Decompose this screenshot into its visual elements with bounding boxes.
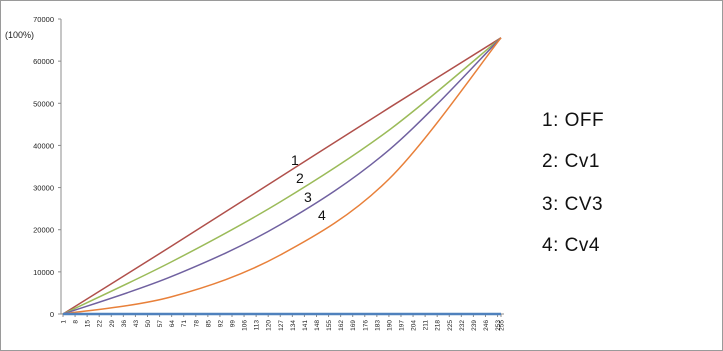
x-tick-label: 141: [302, 320, 309, 331]
curve-label-3: 3: [304, 189, 312, 205]
x-tick-label: 106: [242, 320, 249, 331]
y-tick-label: 50000: [33, 99, 54, 108]
series-line-4: [62, 37, 502, 315]
x-tick-label: 85: [205, 320, 212, 328]
y-tick-label: 10000: [33, 268, 54, 277]
x-tick-label: 162: [338, 320, 345, 331]
x-tick-label: 120: [266, 320, 273, 331]
y-tick-label: 30000: [33, 184, 54, 193]
legend-entry-cv4: 4: Cv4: [542, 235, 600, 256]
series-layer: [62, 37, 502, 316]
x-tick-label: 64: [169, 320, 176, 328]
x-tick-label: 253: [495, 320, 502, 331]
y-tick-label: 40000: [33, 141, 54, 150]
legend-entry-cv3: 3: CV3: [542, 194, 604, 215]
x-tick-label: 232: [459, 320, 466, 331]
x-tick-label: 255: [499, 320, 506, 331]
y-tick-label: 70000: [33, 15, 54, 24]
y-axis-ticks: 0 10000 20000 30000 40000 50000 60000 70000: [33, 15, 61, 319]
x-tick-label: 43: [133, 320, 140, 328]
x-tick-label: 190: [386, 320, 393, 331]
x-tick-label: 183: [374, 320, 381, 331]
curve-label-2: 2: [296, 170, 304, 186]
x-tick-label: 29: [109, 320, 116, 328]
x-tick-label: 127: [278, 320, 285, 331]
x-tick-label: 204: [411, 320, 418, 331]
x-tick-label: 92: [217, 320, 224, 328]
x-tick-label: 225: [447, 320, 454, 331]
x-tick-label: 15: [85, 320, 92, 328]
x-tick-label: 1: [61, 320, 68, 324]
x-tick-label: 57: [157, 320, 164, 328]
x-tick-label: 99: [229, 320, 236, 328]
x-tick-label: 197: [398, 320, 405, 331]
x-tick-label: 155: [326, 320, 333, 331]
x-tick-label: 134: [290, 320, 297, 331]
curve-label-1: 1: [291, 152, 299, 168]
x-tick-label: 211: [423, 320, 430, 331]
curve-label-4: 4: [318, 207, 326, 223]
series-line-2: [62, 37, 502, 315]
x-tick-label: 113: [254, 320, 261, 331]
y-tick-label: 20000: [33, 226, 54, 235]
legend-entry-cv1: 2: Cv1: [542, 151, 600, 172]
x-tick-label: 78: [193, 320, 200, 328]
x-tick-label: 71: [181, 320, 188, 328]
x-tick-label: 50: [145, 320, 152, 328]
x-tick-label: 169: [350, 320, 357, 331]
x-axis-ticks: 1 8 15 22 29 36 43 50 57 64 71 78 85 92 99 106 113 120 127…: [61, 314, 506, 331]
x-tick-label: 218: [435, 320, 442, 331]
x-tick-label: 8: [73, 320, 80, 324]
y-axis-top-label: (100%): [5, 30, 34, 40]
x-tick-label: 176: [362, 320, 369, 331]
y-tick-label: 0: [50, 310, 54, 319]
series-line-1: [62, 37, 502, 315]
series-line-3: [62, 37, 502, 315]
x-tick-label: 22: [97, 320, 104, 328]
y-tick-label: 60000: [33, 57, 54, 66]
x-tick-label: 148: [314, 320, 321, 331]
legend-entry-off: 1: OFF: [542, 110, 605, 131]
x-tick-label: 246: [483, 320, 490, 331]
x-tick-label: 36: [121, 320, 128, 328]
x-tick-label: 239: [471, 320, 478, 331]
